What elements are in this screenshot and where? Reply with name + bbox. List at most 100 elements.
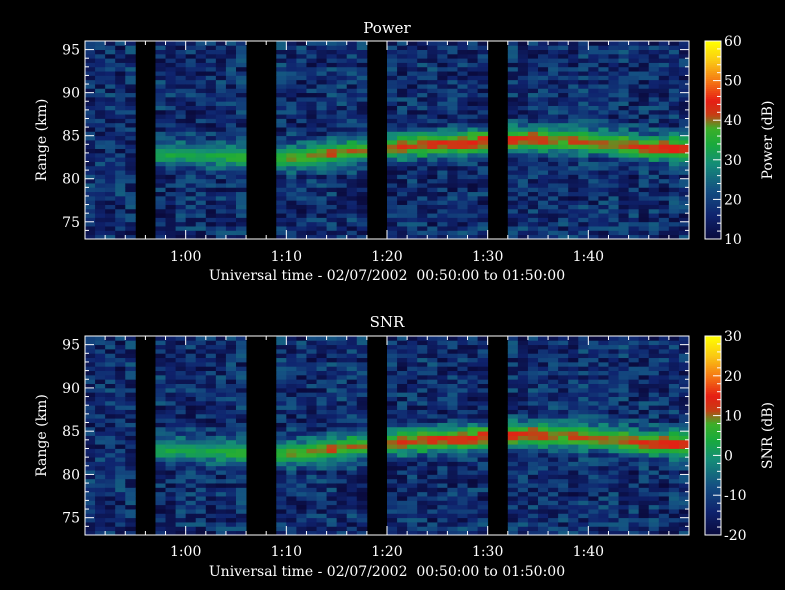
heatmap-cell [296,41,307,46]
heatmap-cell [316,127,327,132]
heatmap-cell [588,336,599,341]
heatmap-cell [407,174,418,180]
heatmap-cell [447,53,458,59]
heatmap-cell [618,431,629,436]
heatmap-cell [115,431,126,436]
heatmap-cell [215,217,227,223]
heatmap-cell [356,504,368,510]
heatmap-cell [205,444,217,449]
heatmap-cell [598,465,609,471]
heatmap-cell [678,118,690,124]
heatmap-cell [346,165,358,171]
heatmap-cell [205,366,217,372]
heatmap-cell [185,217,197,223]
heatmap-cell [527,344,539,350]
heatmap-cell [387,448,398,454]
heatmap-cell [517,522,529,527]
heatmap-cell [155,418,166,423]
heatmap-cell [95,127,106,132]
heatmap-cell [447,526,458,532]
heatmap-cell [205,58,217,63]
heatmap-cell [588,374,599,380]
heatmap-cell [407,213,418,218]
heatmap-cell [215,204,227,210]
heatmap-cell [346,41,358,46]
heatmap-cell [608,509,619,514]
heatmap-cell [296,478,307,484]
heatmap-cell [538,200,549,205]
heatmap-cell [608,131,619,137]
heatmap-cell [356,465,368,471]
heatmap-cell [95,478,106,484]
heatmap-cell [678,226,690,231]
heatmap-cell [608,444,619,449]
heatmap-cell [165,379,176,384]
heatmap-cell [407,435,418,441]
heatmap-cell [326,230,338,236]
heatmap-cell [326,396,338,402]
heatmap-cell [205,348,217,354]
heatmap-cell [628,366,640,372]
heatmap-cell [598,144,609,149]
heatmap-cell [286,439,297,445]
heatmap-cell [205,413,217,419]
heatmap-cell [115,135,126,141]
heatmap-cell [195,226,207,231]
heatmap-cell [326,522,338,527]
colorbar-segment [705,179,721,183]
heatmap-cell [578,187,589,193]
heatmap-cell [467,140,478,145]
heatmap-cell [517,509,529,514]
heatmap-cell [336,41,348,46]
heatmap-cell [85,226,96,231]
heatmap-cell [588,379,599,384]
heatmap-cell [538,96,549,102]
heatmap-cell [346,49,358,55]
heatmap-cell [527,161,539,167]
heatmap-cell [185,348,197,354]
heatmap-cell [618,470,629,475]
heatmap-cell [85,444,96,449]
heatmap-cell [618,426,629,432]
heatmap-cell [276,348,287,354]
heatmap-cell [578,379,589,384]
heatmap-cell [437,491,448,497]
heatmap-cell [618,457,629,462]
heatmap-cell [407,71,418,76]
heatmap-cell [668,105,680,111]
heatmap-cell [548,483,559,488]
heatmap-cell [397,109,408,115]
heatmap-cell [346,517,358,523]
heatmap-cell [356,165,368,171]
heatmap-cell [105,370,116,376]
heatmap-cell [316,361,327,367]
heatmap-cell [346,135,358,141]
heatmap-cell [648,344,660,350]
heatmap-cell [568,366,579,372]
heatmap-cell [195,140,207,145]
heatmap-cell [608,191,619,197]
heatmap-cell [598,491,609,497]
colorbar-segment [705,114,721,117]
heatmap-cell [527,448,539,454]
heatmap-cell [306,487,317,493]
heatmap-cell [568,170,579,175]
heatmap-cell [155,187,166,193]
heatmap-cell [638,426,650,432]
colorbar-segment [705,48,721,52]
heatmap-cell [678,92,690,98]
heatmap-cell [205,204,217,210]
heatmap-cell [225,96,237,102]
heatmap-cell [215,109,227,115]
heatmap-cell [205,148,217,154]
heatmap-cell [507,413,519,419]
heatmap-cell [598,439,609,445]
heatmap-cell [85,195,96,201]
heatmap-cell [588,370,599,376]
heatmap-cell [558,474,569,480]
heatmap-cell [215,483,227,488]
heatmap-cell [578,195,589,201]
heatmap-cell [598,140,609,145]
heatmap-cell [467,379,478,384]
heatmap-cell [517,140,529,145]
